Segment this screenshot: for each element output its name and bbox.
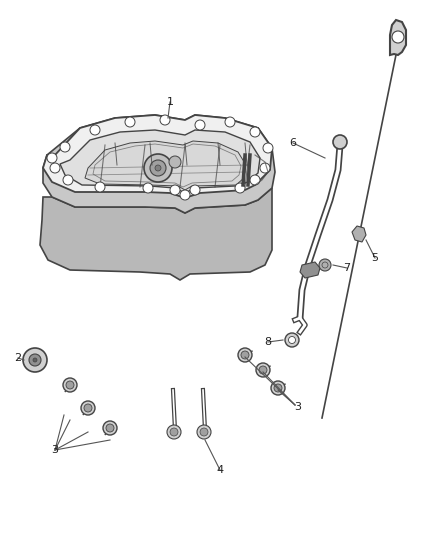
Text: 1: 1	[166, 97, 173, 107]
Circle shape	[66, 381, 74, 389]
Text: 3: 3	[294, 402, 301, 412]
Circle shape	[106, 424, 114, 432]
Circle shape	[143, 183, 153, 193]
Circle shape	[170, 428, 178, 436]
Circle shape	[285, 333, 299, 347]
Circle shape	[241, 351, 249, 359]
Text: 3: 3	[52, 445, 59, 455]
Circle shape	[144, 154, 172, 182]
Text: 6: 6	[290, 138, 297, 148]
Circle shape	[289, 336, 296, 343]
Circle shape	[274, 384, 282, 392]
Circle shape	[81, 401, 95, 415]
Circle shape	[256, 363, 270, 377]
Circle shape	[238, 348, 252, 362]
Circle shape	[167, 425, 181, 439]
Circle shape	[200, 428, 208, 436]
Polygon shape	[85, 141, 246, 190]
Circle shape	[260, 163, 270, 173]
Circle shape	[33, 358, 37, 362]
Circle shape	[84, 404, 92, 412]
Circle shape	[235, 183, 245, 193]
Circle shape	[180, 190, 190, 200]
Circle shape	[225, 117, 235, 127]
Circle shape	[155, 165, 161, 171]
Circle shape	[319, 259, 331, 271]
Circle shape	[47, 153, 57, 163]
Polygon shape	[300, 262, 320, 278]
Circle shape	[50, 163, 60, 173]
Circle shape	[60, 142, 70, 152]
Circle shape	[333, 135, 347, 149]
Circle shape	[250, 175, 260, 185]
Polygon shape	[40, 188, 272, 280]
Circle shape	[197, 425, 211, 439]
Circle shape	[250, 127, 260, 137]
Circle shape	[103, 421, 117, 435]
Circle shape	[125, 117, 135, 127]
Text: 7: 7	[343, 263, 350, 273]
Circle shape	[190, 185, 200, 195]
Circle shape	[150, 160, 166, 176]
Polygon shape	[43, 115, 275, 213]
Polygon shape	[390, 20, 406, 55]
Circle shape	[259, 366, 267, 374]
Circle shape	[169, 156, 181, 168]
Circle shape	[263, 143, 273, 153]
Circle shape	[170, 185, 180, 195]
Circle shape	[23, 348, 47, 372]
Circle shape	[95, 182, 105, 192]
Circle shape	[271, 381, 285, 395]
Circle shape	[160, 115, 170, 125]
Circle shape	[63, 175, 73, 185]
Polygon shape	[352, 226, 366, 242]
Text: 2: 2	[14, 353, 21, 363]
Polygon shape	[43, 115, 272, 198]
Text: 5: 5	[371, 253, 378, 263]
Text: 8: 8	[265, 337, 272, 347]
Circle shape	[195, 120, 205, 130]
Text: 4: 4	[216, 465, 223, 475]
Circle shape	[29, 354, 41, 366]
Polygon shape	[60, 130, 260, 193]
Circle shape	[90, 125, 100, 135]
Circle shape	[392, 31, 404, 43]
Circle shape	[63, 378, 77, 392]
